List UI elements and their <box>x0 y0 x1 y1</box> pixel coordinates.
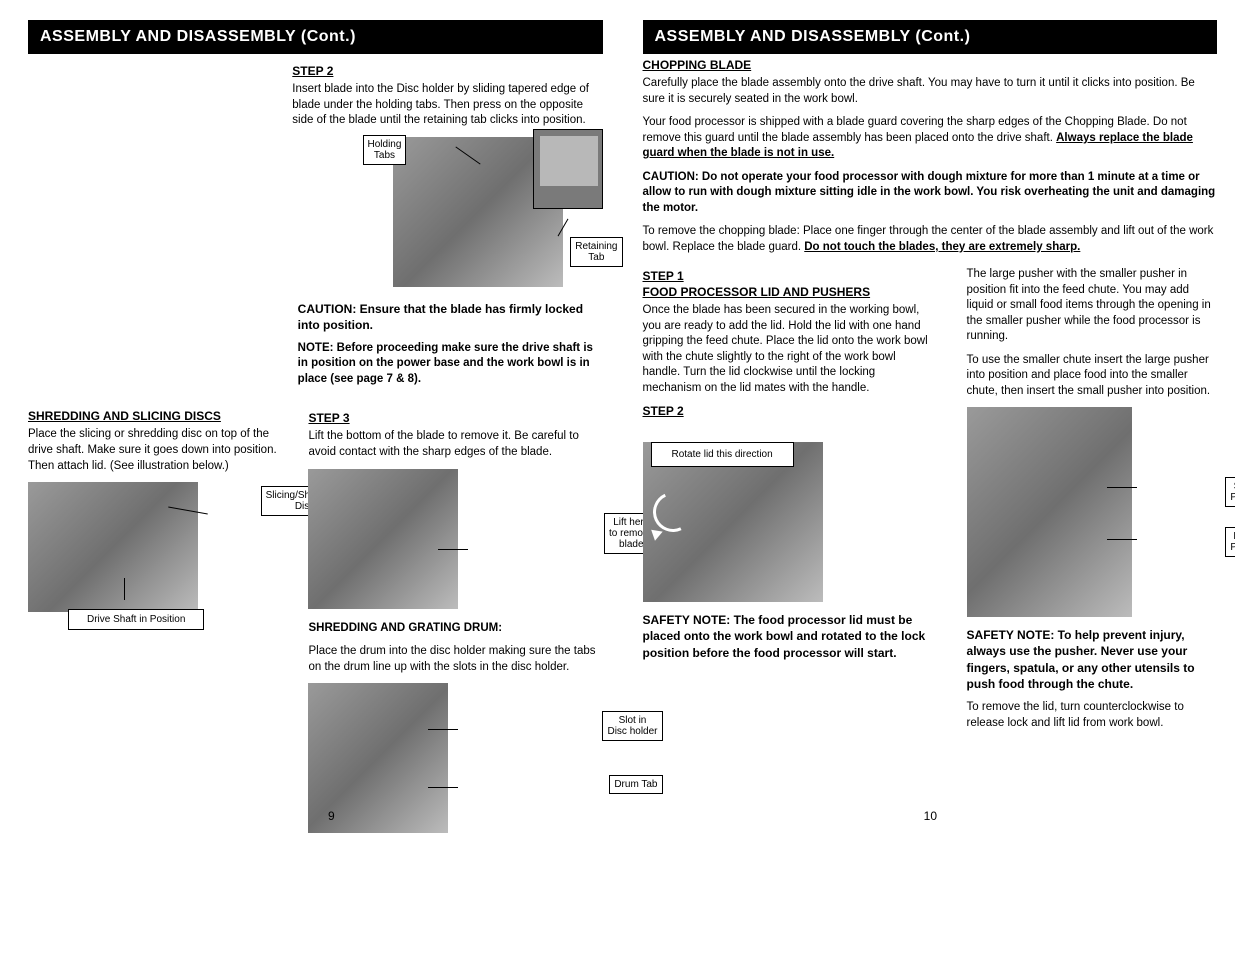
blade-p2: Your food processor is shipped with a bl… <box>643 115 1218 162</box>
note-drive-shaft: NOTE: Before proceeding make sure the dr… <box>298 341 603 388</box>
lid-p2: The large pusher with the smaller pusher… <box>967 267 1217 345</box>
shred-slice-para: Place the slicing or shredding disc on t… <box>28 427 278 474</box>
step-3-heading: STEP 3 <box>308 411 602 425</box>
page-num-left: 9 <box>328 809 335 823</box>
lid-p3: To use the smaller chute insert the larg… <box>967 353 1217 400</box>
fig-step3: Lift hereto removeblade <box>308 469 602 609</box>
caution-blade-lock: CAUTION: Ensure that the blade has firml… <box>298 301 603 333</box>
safety1: SAFETY NOTE: The food processor lid must… <box>643 612 937 661</box>
dough-caution: CAUTION: Do not operate your food proces… <box>643 170 1218 217</box>
lid-p1: Once the blade has been secured in the w… <box>643 303 937 396</box>
remove-lid: To remove the lid, turn counterclockwise… <box>967 700 1217 731</box>
fig-shred-slice: Slicing/ShreddingDisc Drive Shaft in Pos… <box>28 482 278 612</box>
shaft-callout: Drive Shaft in Position <box>68 609 204 630</box>
blade-p1: Carefully place the blade assembly onto … <box>643 76 1218 107</box>
left-banner: ASSEMBLY AND DISASSEMBLY (Cont.) <box>28 20 603 54</box>
retaining-callout: RetainingTab <box>570 237 622 267</box>
left-column: ASSEMBLY AND DISASSEMBLY (Cont.) STEP 2 … <box>28 20 603 833</box>
blade-remove: To remove the chopping blade: Place one … <box>643 224 1218 255</box>
safety2: SAFETY NOTE: To help prevent injury, alw… <box>967 627 1217 692</box>
step-2-text: Insert blade into the Disc holder by sli… <box>292 82 602 129</box>
right-banner: ASSEMBLY AND DISASSEMBLY (Cont.) <box>643 20 1218 54</box>
right-column: ASSEMBLY AND DISASSEMBLY (Cont.) CHOPPIN… <box>643 20 1218 833</box>
page-num-right: 10 <box>924 809 937 823</box>
tabs-callout: HoldingTabs <box>363 135 407 165</box>
shred-slice-title: SHREDDING AND SLICING DISCS <box>28 409 278 423</box>
step-2-heading: STEP 2 <box>292 64 602 78</box>
fig-drum: Slot inDisc holder Drum Tab <box>308 683 602 833</box>
chopping-blade-title: CHOPPING BLADE <box>643 58 1218 72</box>
lid-step1-heading: STEP 1 <box>643 269 937 283</box>
lid-step2-heading: STEP 2 <box>643 404 937 418</box>
fig-step2: HoldingTabs RetainingTab <box>393 137 563 287</box>
rotate-callout: Rotate lid this direction <box>651 442 794 467</box>
large-pusher-callout: LargePusher <box>1225 527 1235 557</box>
small-pusher-callout: SmallPusher <box>1225 477 1235 507</box>
drum-para: Place the drum into the disc holder maki… <box>308 644 602 675</box>
lift-para: Lift the bottom of the blade to remove i… <box>308 429 602 460</box>
lid-title: FOOD PROCESSOR LID AND PUSHERS <box>643 285 937 299</box>
drum-title: SHREDDING AND GRATING DRUM: <box>308 621 602 637</box>
fig-rotate-lid: Rotate lid this direction <box>643 442 937 602</box>
fig-feed-chute: SmallPusher LargePusher <box>967 407 1217 617</box>
